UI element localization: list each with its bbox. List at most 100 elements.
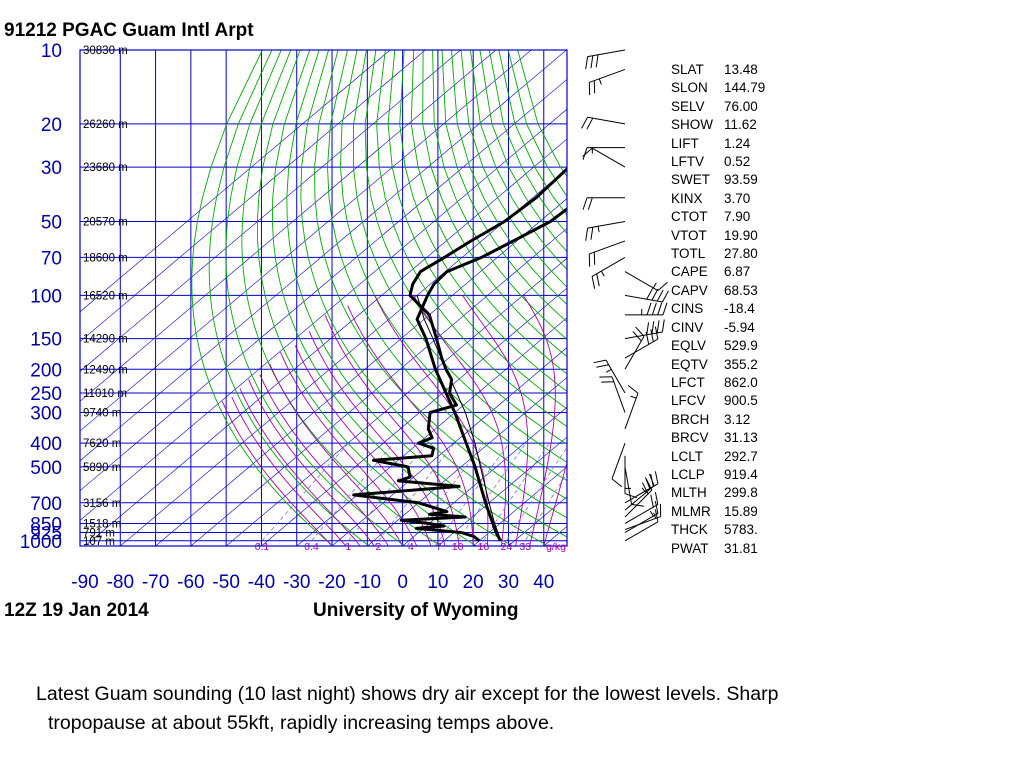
- barb-staff: [591, 147, 626, 168]
- isotherm: [80, 50, 567, 462]
- temperature-tick-label: 40: [533, 572, 554, 593]
- isotherm: [437, 436, 567, 546]
- barb-staff: [589, 240, 626, 255]
- wind-barb: [624, 326, 659, 359]
- moist-adiabat: [462, 295, 529, 546]
- pressure-tick-label: 400: [30, 434, 62, 455]
- wind-barbs: [581, 49, 669, 542]
- mixing-ratio-line: [479, 442, 550, 546]
- height-labels: 30830 m 26260 m 23680 m 20570 m 18600 m 16520…: [83, 45, 128, 548]
- dry-adiabat: [208, 50, 370, 546]
- index-value: 5783.: [724, 522, 758, 538]
- index-value: 292.7: [724, 448, 758, 464]
- index-row: KINX 3.70: [671, 190, 765, 208]
- moist-adiabat: [413, 295, 507, 546]
- moist-adiabat: [374, 295, 489, 546]
- pressure-tick-label: 250: [30, 384, 62, 405]
- wind-barb: [624, 271, 668, 292]
- isotherm: [190, 227, 567, 546]
- height-label: 30830 m: [83, 45, 128, 57]
- barb-staff: [624, 271, 659, 292]
- moist-adiabat: [239, 388, 361, 546]
- barb-flag: [586, 117, 594, 130]
- isotherm: [225, 257, 567, 546]
- index-row: SWET 93.59: [671, 171, 765, 189]
- index-name: CAPE: [671, 264, 708, 280]
- index-value: 19.90: [724, 227, 758, 243]
- mixing-ratio-label: 4: [408, 541, 414, 553]
- barb-half-flag: [597, 226, 600, 233]
- barb-staff: [624, 466, 633, 505]
- dry-adiabat: [256, 50, 477, 546]
- index-row: CINV -5.94: [671, 319, 765, 337]
- index-row: LFCV 900.5: [671, 392, 765, 410]
- height-label: 11010 m: [83, 388, 127, 400]
- barb-flag: [642, 482, 649, 495]
- temperature-line: [415, 207, 567, 542]
- index-value: 31.81: [724, 540, 758, 556]
- barb-staff: [624, 294, 663, 303]
- index-value: 31.13: [724, 430, 758, 446]
- temperature-tick-label: -90: [71, 572, 98, 593]
- moist-adiabat: [269, 363, 403, 546]
- temperature-tick-label: -80: [107, 572, 134, 593]
- temperature-tick-label: -30: [283, 572, 310, 593]
- mixing-ratio-line: [502, 446, 567, 546]
- barb-staff: [624, 516, 661, 531]
- pressure-tick-label: 200: [30, 360, 62, 381]
- index-name: CINS: [671, 301, 704, 317]
- index-name: SELV: [671, 98, 705, 114]
- dry-adiabat: [364, 50, 567, 445]
- isotherm: [331, 347, 567, 546]
- index-row: BRCH 3.12: [671, 411, 765, 429]
- index-value: -18.4: [724, 301, 755, 317]
- mixing-ratio-label: 10: [452, 541, 464, 553]
- mixing-ratio-label: 7: [436, 541, 442, 553]
- height-label: 7620 m: [83, 438, 121, 450]
- barb-flag: [596, 364, 609, 368]
- index-name: SLAT: [671, 62, 704, 77]
- moist-adiabat: [248, 379, 375, 546]
- moist-adiabat: [231, 397, 347, 546]
- temperature-tick-label: -40: [248, 572, 275, 593]
- barb-flag: [590, 55, 594, 69]
- mixing-ratio-line: [343, 442, 428, 546]
- barb-flag: [654, 509, 659, 522]
- barb-flag: [650, 329, 654, 342]
- barb-flag: [654, 491, 659, 505]
- barb-flag: [587, 197, 593, 210]
- moist-adiabat: [347, 305, 474, 546]
- index-row: MLTH 299.8: [671, 484, 765, 502]
- barb-staff: [624, 338, 659, 359]
- wind-barb: [624, 503, 662, 531]
- moist-adiabat: [279, 351, 418, 546]
- barb-flag: [648, 473, 655, 486]
- mixing-ratio-label: g/kg: [546, 541, 566, 553]
- temperature-tick-label: -60: [177, 572, 204, 593]
- mixing-ratio-line: [374, 442, 455, 546]
- index-row: LFTV 0.52: [671, 153, 765, 171]
- slide-caption: Latest Guam sounding (10 last night) sho…: [36, 680, 976, 738]
- barb-flag: [585, 56, 589, 70]
- isotherm: [80, 78, 567, 492]
- height-label: 5890 m: [83, 462, 121, 474]
- barb-flag: [657, 281, 668, 291]
- barb-flag: [582, 147, 593, 157]
- pressure-tick-label: 30: [41, 158, 62, 179]
- wind-barb: [588, 68, 626, 96]
- temperature-tick-label: -70: [142, 572, 169, 593]
- index-name: VTOT: [671, 227, 707, 243]
- index-value: 919.4: [724, 466, 758, 482]
- parcel-line: [416, 295, 501, 541]
- index-name: CAPV: [671, 282, 708, 298]
- barb-flag: [651, 321, 655, 334]
- index-row: CTOT 7.90: [671, 208, 765, 226]
- wind-barb: [591, 256, 626, 289]
- index-row: SLON 144.79: [671, 79, 765, 97]
- height-label: 791 m: [83, 527, 115, 539]
- pressure-tick-label: 1000: [20, 532, 62, 553]
- pressure-tick-label: 10: [41, 41, 62, 62]
- index-name: THCK: [671, 522, 708, 538]
- height-label: 9740 m: [83, 407, 121, 419]
- index-name: SWET: [671, 172, 710, 188]
